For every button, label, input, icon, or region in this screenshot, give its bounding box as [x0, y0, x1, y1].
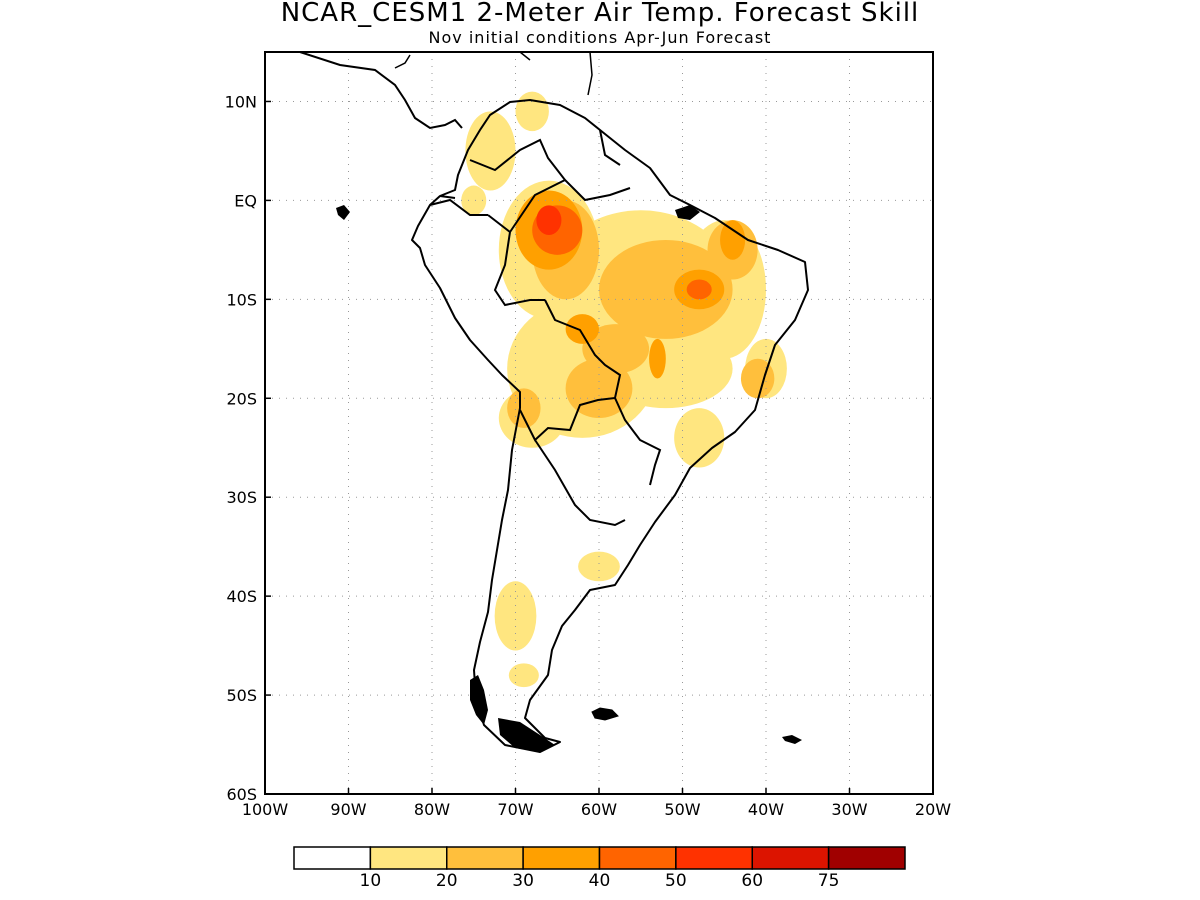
lat-tick-label: 10N	[225, 92, 257, 111]
skill-area-level-1	[515, 91, 549, 132]
colorbar-segment	[446, 846, 524, 870]
skill-area-level-4	[686, 279, 712, 300]
skill-area-level-2	[507, 388, 541, 428]
skill-area-level-1	[465, 111, 516, 191]
colorbar-segment	[827, 846, 906, 870]
lon-tick-label: 60W	[581, 800, 617, 819]
map-axes: 100W 90W 80W 70W 60W 50W 40W 30W 20W 10N EQ 10S 20S 3…	[225, 51, 951, 819]
colorbar-label: 20	[436, 871, 458, 891]
skill-area-level-1	[461, 185, 487, 216]
lon-tick-label: 20W	[915, 800, 951, 819]
colorbar-segment	[369, 846, 448, 870]
colorbar-segment	[522, 846, 601, 870]
falkland-islands	[591, 707, 619, 721]
tierra-del-fuego	[498, 718, 555, 752]
colorbar-label: 60	[741, 871, 763, 891]
lat-tick-label: 50S	[226, 686, 257, 705]
chile-archipelago	[470, 675, 488, 725]
lat-tick-label: EQ	[234, 191, 257, 210]
colorbar-label: 10	[360, 871, 382, 891]
caribbean-coast	[394, 52, 593, 96]
country-borders	[429, 129, 662, 527]
colorbar-segment	[293, 846, 372, 870]
colorbar: 10 20 30 40 50 60 75	[293, 846, 906, 891]
skill-area-level-1	[508, 663, 539, 688]
skill-area-level-1	[674, 408, 725, 468]
lon-tick-label: 50W	[664, 800, 700, 819]
lat-lon-gridlines	[265, 52, 933, 794]
lon-tick-label: 90W	[330, 800, 366, 819]
map-title: NCAR_CESM1 2-Meter Air Temp. Forecast Sk…	[280, 0, 920, 28]
lon-tick-label: 100W	[242, 800, 289, 819]
lon-tick-label: 80W	[414, 800, 450, 819]
galapagos-islands	[336, 205, 350, 220]
skill-area-level-1	[578, 551, 620, 582]
colorbar-segment	[598, 846, 677, 870]
skill-area-level-3	[720, 220, 746, 260]
colorbar-label: 40	[589, 871, 611, 891]
lon-tick-label: 30W	[831, 800, 867, 819]
lat-tick-label: 30S	[226, 488, 257, 507]
skill-shading-layer	[461, 91, 787, 688]
colorbar-segment	[675, 846, 753, 870]
map-subtitle: Nov initial conditions Apr-Jun Forecast	[428, 28, 772, 47]
colorbar-label: 50	[665, 871, 687, 891]
lat-tick-label: 10S	[226, 290, 257, 309]
skill-area-level-2	[599, 239, 733, 339]
central-america-coastline	[299, 52, 463, 130]
lat-tick-label: 40S	[226, 587, 257, 606]
skill-area-level-3	[565, 314, 599, 344]
colorbar-label: 30	[512, 871, 534, 891]
south-georgia	[782, 735, 802, 744]
colorbar-label: 75	[818, 871, 840, 891]
skill-area-level-3	[649, 338, 666, 379]
skill-area-level-1	[494, 581, 537, 651]
amazon-delta	[675, 205, 700, 220]
lat-tick-label: 60S	[226, 785, 257, 804]
skill-area-level-5	[536, 205, 562, 236]
lon-tick-label: 40W	[748, 800, 784, 819]
lat-tick-label: 20S	[226, 389, 257, 408]
south-america-coastline	[411, 99, 809, 753]
coastline-layer	[299, 52, 809, 753]
colorbar-segment	[751, 846, 830, 870]
lon-tick-label: 70W	[497, 800, 533, 819]
